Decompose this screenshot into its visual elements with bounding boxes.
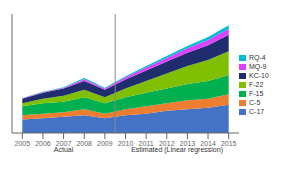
svg-text:2008: 2008	[76, 140, 92, 147]
svg-text:2012: 2012	[159, 140, 175, 147]
svg-text:2014: 2014	[200, 140, 216, 147]
svg-text:2013: 2013	[179, 140, 196, 147]
svg-text:2005: 2005	[15, 140, 31, 147]
svg-text:2011: 2011	[138, 140, 154, 147]
html-text:F-22: F-22	[249, 81, 264, 88]
html-text:KC-10: KC-10	[249, 72, 269, 79]
svg-text:Estimated (Linear regression): Estimated (Linear regression)	[131, 146, 223, 154]
svg-text:2010: 2010	[117, 140, 134, 147]
svg-text:2009: 2009	[97, 140, 113, 147]
html-text:RQ-4: RQ-4	[249, 54, 266, 61]
svg-text:Actual: Actual	[54, 146, 74, 153]
svg-text:2007: 2007	[55, 140, 72, 147]
html-text:C-17: C-17	[249, 108, 265, 115]
html-text:F-15: F-15	[249, 90, 264, 97]
svg-text:2006: 2006	[35, 140, 51, 147]
html-text:C-5: C-5	[249, 99, 261, 106]
html-text:MQ-9: MQ-9	[249, 63, 267, 70]
svg-text:2015: 2015	[221, 140, 237, 147]
